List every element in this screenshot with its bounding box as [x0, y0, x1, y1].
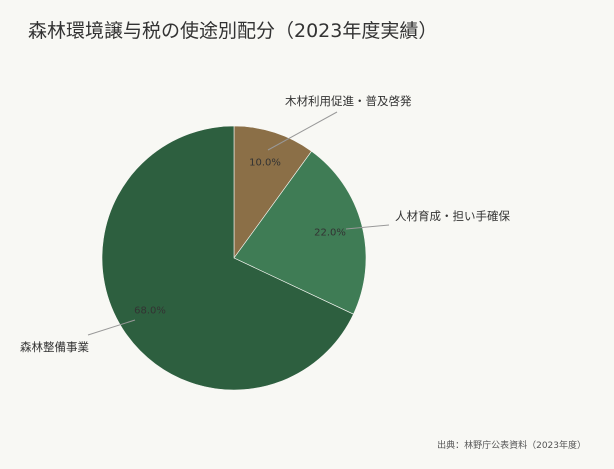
pie-slice-forest-maintenance [101, 125, 354, 391]
chart-title: 森林環境譲与税の使途別配分（2023年度実績） [28, 20, 438, 42]
slice-value-wood-promotion: 10.0% [249, 157, 281, 169]
leader-line-wood-promotion [267, 111, 338, 151]
slice-label-wood-promotion: 木材利用促進・普及啓発 [285, 94, 412, 108]
slice-label-forest-maintenance: 森林整備事業 [20, 340, 89, 354]
slice-value-forest-maintenance: 68.0% [134, 305, 166, 317]
leader-line-forest-maintenance [87, 319, 136, 336]
pie-slice-wood-promotion [233, 125, 313, 259]
leader-line-human-resources [345, 224, 390, 230]
source-note: 出典：林野庁公表資料（2023年度） [437, 441, 586, 451]
pie-slices [101, 125, 367, 391]
leader-lines [87, 111, 390, 336]
slice-label-human-resources: 人材育成・担い手確保 [395, 209, 510, 223]
slice-value-human-resources: 22.0% [314, 227, 346, 239]
